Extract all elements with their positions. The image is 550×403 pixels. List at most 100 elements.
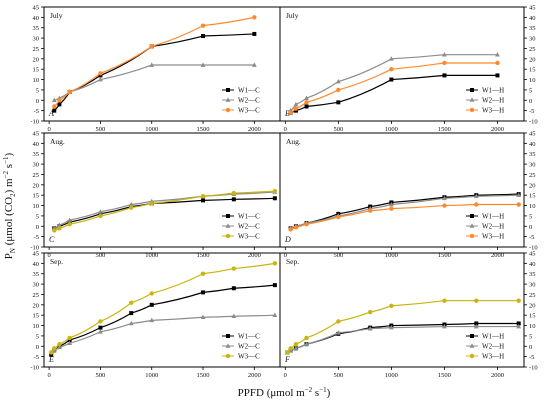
- legend-label: W2—H: [482, 97, 504, 105]
- data-point: [48, 350, 54, 355]
- y-tick-label: -10: [30, 119, 39, 126]
- data-point: [304, 222, 309, 227]
- legend-label: W2—H: [482, 343, 504, 351]
- legend-label: W1—C: [238, 333, 260, 341]
- data-point: [231, 313, 237, 319]
- data-point: [98, 209, 103, 214]
- data-point: [516, 192, 522, 197]
- y-tick-label: 5: [36, 213, 39, 220]
- y-tick-label: 45: [529, 251, 536, 258]
- series-line: [54, 64, 255, 101]
- y-tick-label: -5: [529, 234, 534, 241]
- y-tick-label: 20: [33, 302, 40, 309]
- y-tick-label: 10: [529, 77, 536, 84]
- panel-frame: [279, 6, 525, 122]
- data-point: [293, 225, 299, 230]
- data-point: [285, 350, 290, 355]
- panel-F: -10 -5 0 5 10 15 20 25 30 35 40 45 0 500 1000 1500 2000 S…: [279, 251, 538, 379]
- legend-marker: [470, 334, 474, 338]
- data-point: [200, 271, 206, 276]
- y-tick-label: 30: [529, 162, 536, 169]
- x-tick-label: 1500: [197, 252, 210, 259]
- data-point: [367, 208, 373, 213]
- data-point: [128, 201, 134, 207]
- y-tick-label: 10: [33, 203, 40, 210]
- data-point: [272, 196, 277, 201]
- data-point: [389, 77, 394, 82]
- legend-marker: [225, 233, 231, 239]
- data-point: [473, 193, 479, 199]
- x-tick-label: 1000: [145, 126, 158, 133]
- data-point: [252, 15, 257, 20]
- data-point: [516, 321, 521, 326]
- data-point: [442, 60, 447, 66]
- data-point: [52, 346, 57, 351]
- y-tick-label: 35: [529, 271, 536, 278]
- panel-letter: F: [284, 355, 290, 364]
- data-point: [52, 104, 57, 109]
- y-tick-label: 40: [33, 141, 40, 148]
- legend-marker: [225, 343, 231, 348]
- legend-label: W3—H: [482, 353, 504, 361]
- data-point: [252, 31, 257, 36]
- y-tick-label: 5: [36, 333, 39, 340]
- data-point: [516, 202, 521, 207]
- data-point: [200, 23, 206, 28]
- panel-letter: D: [284, 235, 291, 244]
- y-tick-label: 5: [36, 87, 39, 94]
- data-point: [495, 73, 500, 78]
- data-point: [231, 286, 236, 291]
- y-tick-label: 0: [36, 224, 39, 231]
- series-line: [53, 16, 255, 107]
- data-point: [442, 195, 447, 201]
- panel-letter: B: [285, 109, 290, 118]
- y-tick-label: 35: [33, 271, 40, 278]
- x-tick-label: 1000: [145, 252, 158, 259]
- data-point: [304, 341, 309, 346]
- panel-frame: [279, 252, 525, 368]
- y-tick-label: 35: [529, 25, 536, 32]
- legend-marker: [225, 223, 231, 228]
- data-point: [272, 312, 278, 317]
- data-point: [516, 298, 521, 303]
- y-tick-label: 20: [33, 56, 40, 63]
- data-point: [293, 342, 299, 347]
- x-tick-label: 2000: [248, 372, 261, 379]
- data-point: [67, 217, 73, 222]
- series-line: [290, 74, 498, 114]
- data-point: [129, 205, 134, 210]
- data-point: [516, 323, 522, 329]
- legend-marker: [469, 223, 475, 228]
- data-point: [388, 325, 394, 330]
- legend-label: W2—C: [238, 223, 260, 231]
- data-point: [336, 319, 341, 324]
- data-point: [336, 100, 341, 105]
- data-point: [231, 190, 237, 196]
- legend-label: W3—H: [482, 107, 504, 115]
- x-tick-label: 0: [284, 252, 287, 259]
- data-point: [442, 298, 447, 303]
- data-point: [98, 319, 103, 324]
- data-point: [288, 227, 293, 232]
- y-tick-label: 40: [33, 261, 40, 268]
- data-point: [52, 228, 57, 233]
- panel-month-label: Aug.: [50, 137, 65, 146]
- y-tick-label: 20: [529, 56, 536, 63]
- data-point: [495, 52, 500, 57]
- data-point: [251, 62, 257, 67]
- legend-label: W3—C: [238, 353, 260, 361]
- data-point: [473, 323, 479, 329]
- panel-D: -10 -5 0 5 10 15 20 25 30 35 40 45 0 500 1000 1500 2000 A…: [279, 131, 538, 259]
- data-point: [293, 106, 299, 111]
- y-tick-label: 10: [529, 323, 536, 330]
- legend-label: W1—H: [482, 213, 504, 221]
- data-point: [389, 206, 394, 211]
- data-point: [67, 340, 73, 345]
- data-point: [57, 102, 62, 107]
- data-point: [474, 202, 479, 207]
- data-point: [304, 100, 309, 105]
- panel-month-label: July: [50, 11, 63, 20]
- data-point: [231, 266, 237, 271]
